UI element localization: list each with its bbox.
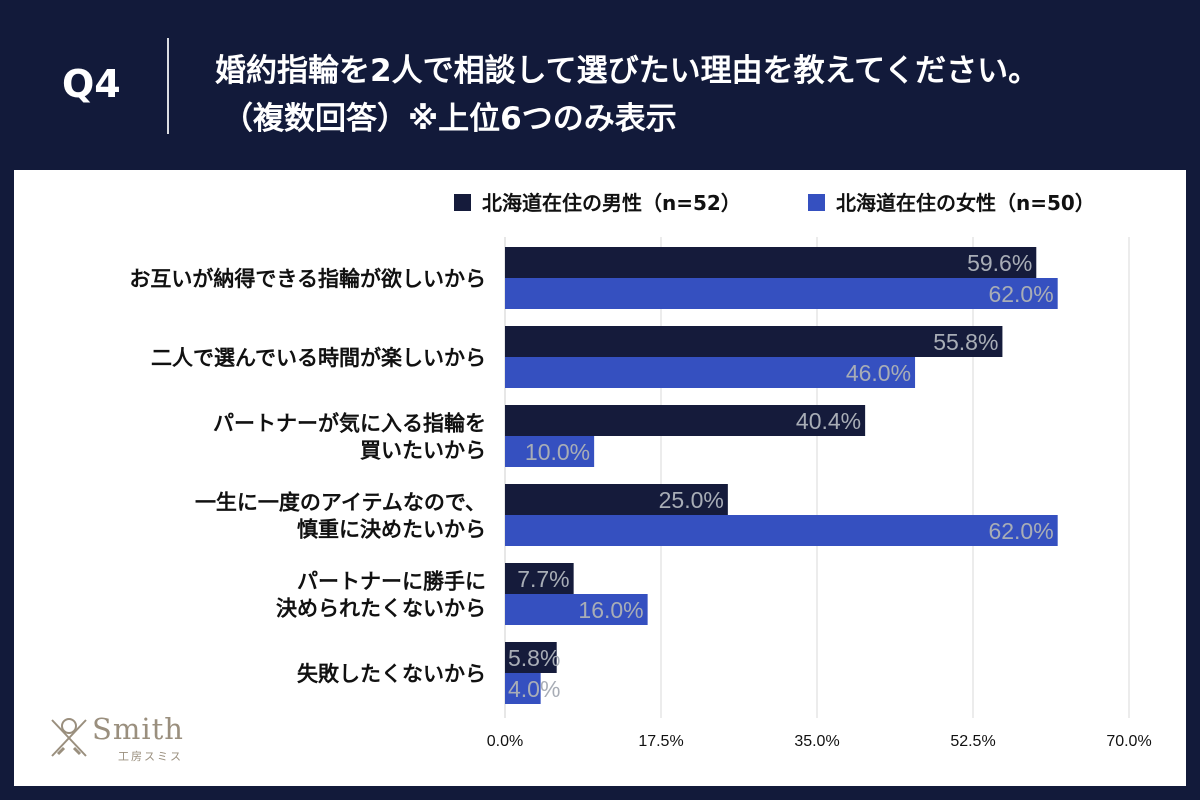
bar-male <box>505 563 574 594</box>
smith-logo: Smith 工房スミス <box>48 712 228 772</box>
bar-female <box>505 673 541 704</box>
bar-male <box>505 405 866 436</box>
legend-swatch-female <box>808 194 825 211</box>
x-tick-label: 17.5% <box>638 733 683 750</box>
bar-female <box>505 357 916 388</box>
ring-tools-icon <box>51 718 87 757</box>
x-tick-label: 0.0% <box>487 733 523 750</box>
grid-lines <box>504 237 1130 718</box>
value-label-female: 4.0% <box>508 676 560 702</box>
value-label-male: 55.8% <box>933 329 998 355</box>
category-label: パートナーが気に入る指輪を <box>213 412 486 436</box>
value-label-male: 7.7% <box>517 566 569 592</box>
category-label: 一生に一度のアイテムなので、 <box>195 491 486 515</box>
value-label-female: 62.0% <box>988 281 1053 307</box>
x-tick-label: 52.5% <box>950 733 995 750</box>
category-labels: お互いが納得できる指輪が欲しいから二人で選んでいる時間が楽しいからパートナーが気… <box>129 267 486 686</box>
value-label-female: 10.0% <box>525 439 590 465</box>
value-label-male: 5.8% <box>508 645 560 671</box>
category-label: 失敗したくないから <box>297 662 486 686</box>
bar-male <box>505 247 1037 278</box>
bar-male <box>505 484 728 515</box>
logo-wordmark: Smith <box>92 712 184 746</box>
bar-female <box>505 594 648 625</box>
value-label-female: 16.0% <box>578 597 643 623</box>
value-label-male: 40.4% <box>796 408 861 434</box>
category-label: 慎重に決めたいから <box>297 518 486 542</box>
category-label: パートナーに勝手に <box>297 570 486 594</box>
question-title: 婚約指輪を2人で相談して選びたい理由を教えてください。 <box>215 53 1040 89</box>
header-divider <box>167 38 169 134</box>
bar-male <box>505 642 557 673</box>
category-label: お互いが納得できる指輪が欲しいから <box>129 267 486 291</box>
x-tick-labels: 0.0% 17.5% 35.0% 52.5% 70.0% <box>487 733 1152 750</box>
value-label-male: 59.6% <box>967 250 1032 276</box>
question-number: Q4 <box>62 62 121 106</box>
bar-female <box>505 436 595 467</box>
question-subtitle: （複数回答）※上位6つのみ表示 <box>222 101 677 137</box>
legend: 北海道在住の男性（n=52） 北海道在住の女性（n=50） <box>454 191 1095 215</box>
value-label-male: 25.0% <box>659 487 724 513</box>
header: Q4 婚約指輪を2人で相談して選びたい理由を教えてください。 （複数回答）※上位… <box>0 0 1200 168</box>
bars: 59.6% 62.0% 55.8% 46.0% 40.4% 10.0% 25.0% 62.0%… <box>505 247 1058 704</box>
value-label-female: 46.0% <box>846 360 911 386</box>
bar-female <box>505 278 1058 309</box>
category-label: 決められたくないから <box>276 597 486 621</box>
x-tick-label: 35.0% <box>794 733 839 750</box>
legend-swatch-male <box>454 194 471 211</box>
bar-male <box>505 326 1003 357</box>
category-label: 買いたいから <box>360 439 486 463</box>
category-label: 二人で選んでいる時間が楽しいから <box>151 346 486 370</box>
legend-label-male: 北海道在住の男性（n=52） <box>482 191 741 215</box>
x-tick-label: 70.0% <box>1106 733 1151 750</box>
logo-subtitle: 工房スミス <box>118 750 183 763</box>
value-label-female: 62.0% <box>988 518 1053 544</box>
legend-label-female: 北海道在住の女性（n=50） <box>836 191 1095 215</box>
bar-female <box>505 515 1058 546</box>
